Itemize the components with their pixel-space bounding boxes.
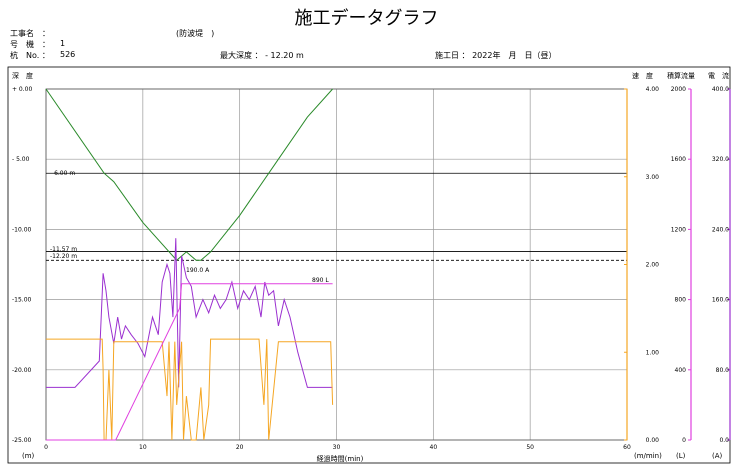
- depth-tick-label: -10.00: [12, 226, 32, 233]
- ref-label-1220: -12.20 m: [50, 253, 77, 260]
- volume-tick-label: 800: [675, 297, 687, 304]
- speed-axis-title: 速 度: [632, 71, 653, 80]
- depth-tick-label: -20.00: [12, 367, 32, 374]
- speed-tick-label: 0.00: [646, 437, 660, 444]
- x-tick-label: 50: [526, 444, 534, 451]
- ref-label-6: - 6.00 m: [50, 170, 75, 177]
- current-tick-label: 320.0: [712, 156, 729, 163]
- current-unit: (A): [712, 452, 723, 460]
- depth-tick-label: - 5.00: [12, 156, 30, 163]
- depth-axis-title: 深 度: [12, 71, 33, 80]
- ref-label-1157: -11.57 m: [50, 246, 77, 253]
- chart-frame: [7, 66, 731, 464]
- kui-label: 杭 No. ：: [10, 51, 50, 60]
- gouki-label: 号 機 ：: [10, 40, 50, 49]
- volume-unit: (L): [676, 452, 686, 460]
- speed-tick-label: 1.00: [646, 349, 660, 356]
- current-tick-label: 160.0: [712, 297, 729, 304]
- chart-title: 施工データグラフ: [294, 8, 439, 29]
- construction-date: 施工日 ： 2022年 月 日（昼）: [435, 51, 557, 60]
- grid: [45, 88, 628, 441]
- x-tick-label: 0: [44, 444, 48, 451]
- x-tick-label: 60: [623, 444, 631, 451]
- gouki-value: 1: [60, 39, 66, 48]
- current-axis-title: 電 流: [708, 71, 729, 80]
- speed-tick-label: 3.00: [646, 174, 660, 181]
- x-tick-label: 30: [333, 444, 341, 451]
- speed-tick-label: 4.00: [646, 86, 660, 93]
- current-tick-label: 240.0: [712, 226, 729, 233]
- volume-tick-label: 1600: [671, 156, 686, 163]
- depth-tick-label: + 0.00: [12, 86, 32, 93]
- koji-label: 工事名 ：: [10, 29, 50, 38]
- volume-tick-label: 0: [682, 437, 686, 444]
- max-depth: 最大深度 ： - 12.20 m: [220, 51, 304, 60]
- current-series-line: [46, 238, 333, 388]
- x-tick-label: 10: [139, 444, 147, 451]
- current-tick-label: 400.0: [712, 86, 729, 93]
- volume-tick-label: 400: [675, 367, 687, 374]
- current-tick-label: 0.0: [719, 437, 729, 444]
- volume-final-label: 890 L: [312, 277, 329, 284]
- volume-series-line: [46, 283, 333, 441]
- volume-tick-label: 1200: [671, 226, 686, 233]
- x-axis-label: 経過時間(min): [317, 454, 364, 463]
- speed-series-line: [46, 338, 334, 441]
- speed-tick-label: 2.00: [646, 262, 660, 269]
- reference-lines: [46, 172, 627, 261]
- kui-value: 526: [60, 50, 76, 59]
- current-peak-label: 190.0 A: [186, 267, 210, 274]
- depth-series-line: [45, 88, 333, 262]
- depth-unit: (m): [22, 452, 35, 460]
- x-tick-label: 40: [430, 444, 438, 451]
- volume-axis-title: 積算流量: [667, 71, 695, 80]
- series-group: [45, 88, 334, 441]
- koji-value: (防波堤 ): [176, 29, 215, 38]
- current-tick-label: 80.0: [716, 367, 730, 374]
- speed-unit: (m/min): [634, 452, 662, 460]
- volume-tick-label: 2000: [671, 86, 686, 93]
- depth-tick-label: -25.00: [12, 437, 32, 444]
- x-tick-label: 20: [236, 444, 244, 451]
- depth-tick-label: -15.00: [12, 297, 32, 304]
- axes-group: 0 10 20 30 40 50 60 + 0.00 - 5.00 -10.00 -15.00 -20…: [12, 86, 731, 451]
